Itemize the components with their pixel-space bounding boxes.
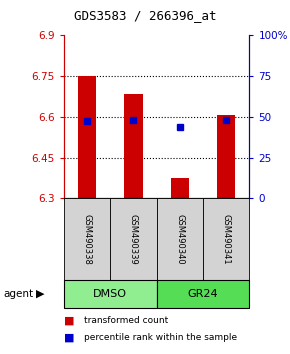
Text: GSM490340: GSM490340: [175, 213, 184, 264]
Text: ▶: ▶: [36, 289, 45, 299]
Bar: [64, 280, 157, 308]
Text: agent: agent: [3, 289, 33, 299]
Text: DMSO: DMSO: [93, 289, 127, 299]
Text: GSM490338: GSM490338: [82, 213, 92, 264]
Bar: [203, 198, 249, 280]
Text: ■: ■: [64, 315, 74, 325]
Bar: [64, 198, 110, 280]
Text: ■: ■: [64, 332, 74, 342]
Bar: [124, 94, 143, 198]
Bar: [171, 178, 189, 198]
Bar: [110, 198, 157, 280]
Bar: [157, 198, 203, 280]
Bar: [78, 76, 96, 198]
Text: transformed count: transformed count: [84, 316, 168, 325]
Text: GDS3583 / 266396_at: GDS3583 / 266396_at: [74, 10, 216, 22]
Text: GSM490339: GSM490339: [129, 213, 138, 264]
Text: GR24: GR24: [188, 289, 218, 299]
Bar: [157, 280, 249, 308]
Bar: [217, 115, 235, 198]
Text: percentile rank within the sample: percentile rank within the sample: [84, 333, 237, 342]
Text: GSM490341: GSM490341: [222, 213, 231, 264]
